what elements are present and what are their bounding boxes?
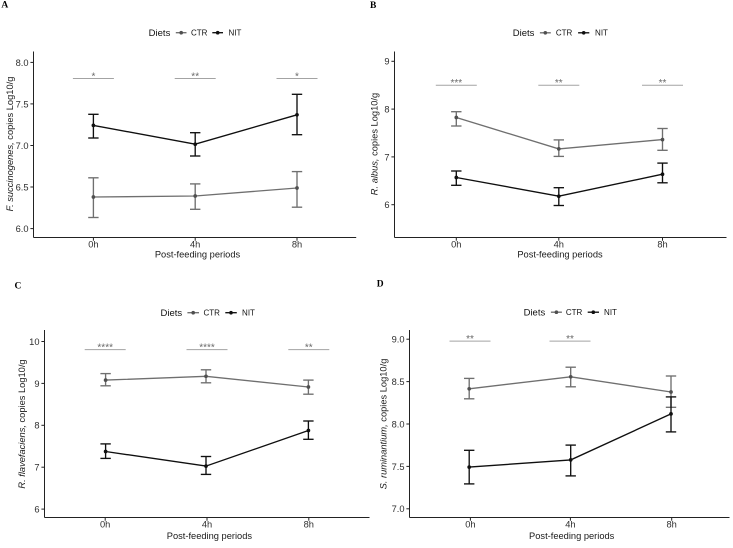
svg-text:6: 6 [384,200,389,210]
svg-text:8.0: 8.0 [16,58,29,68]
svg-text:Post-feeding periods: Post-feeding periods [529,531,615,541]
svg-text:9: 9 [34,379,39,389]
svg-text:6.5: 6.5 [16,182,29,192]
svg-text:CTR: CTR [203,309,220,318]
svg-text:A: A [1,1,8,11]
svg-text:4h: 4h [554,240,564,250]
svg-text:NIT: NIT [229,29,242,38]
svg-text:0h: 0h [451,240,461,250]
svg-text:6: 6 [34,505,39,515]
svg-text:7.0: 7.0 [16,141,29,151]
svg-text:**: ** [659,78,667,89]
svg-text:8.0: 8.0 [392,419,405,429]
svg-text:8h: 8h [292,240,302,250]
svg-text:*: * [91,71,95,82]
svg-text:**: ** [466,334,474,345]
svg-text:Post-feeding periods: Post-feeding periods [155,250,241,260]
svg-text:8.5: 8.5 [392,377,405,387]
svg-text:8h: 8h [304,520,314,530]
svg-text:7.5: 7.5 [16,99,29,109]
svg-text:CTR: CTR [191,29,208,38]
svg-text:4h: 4h [565,520,575,530]
svg-text:4h: 4h [202,520,212,530]
svg-text:8h: 8h [657,240,667,250]
svg-text:**: ** [555,78,563,89]
svg-text:**: ** [305,343,313,354]
svg-text:Post-feeding periods: Post-feeding periods [517,250,603,260]
svg-text:NIT: NIT [242,309,255,318]
svg-text:7: 7 [34,463,39,473]
svg-text:7: 7 [384,152,389,162]
svg-text:Diets: Diets [149,28,171,39]
svg-text:0h: 0h [88,240,98,250]
svg-text:****: **** [199,343,215,354]
svg-text:****: **** [97,343,113,354]
svg-text:8: 8 [34,421,39,431]
svg-text:10: 10 [29,337,39,347]
svg-text:7.5: 7.5 [392,462,405,472]
svg-text:Diets: Diets [160,308,182,319]
svg-text:S. ruminantium, copies Log10/g: S. ruminantium, copies Log10/g [379,359,389,490]
svg-text:B: B [370,1,377,11]
svg-text:6.0: 6.0 [16,224,29,234]
svg-text:7.0: 7.0 [392,504,405,514]
svg-text:CTR: CTR [556,29,573,38]
svg-text:C: C [15,281,22,291]
svg-text:R. flavefaciens, copies Log10/: R. flavefaciens, copies Log10/g [17,359,27,488]
svg-text:CTR: CTR [566,308,583,317]
svg-text:9: 9 [384,57,389,67]
svg-text:**: ** [191,71,199,82]
svg-text:R. albus, copies Log10/g: R. albus, copies Log10/g [370,93,380,195]
svg-text:***: *** [450,78,462,89]
svg-text:Diets: Diets [513,28,535,39]
svg-text:NIT: NIT [604,308,617,317]
svg-text:9.0: 9.0 [392,335,405,345]
svg-text:Post-feeding periods: Post-feeding periods [167,531,253,541]
svg-text:8: 8 [384,105,389,115]
svg-text:0h: 0h [100,520,110,530]
svg-text:NIT: NIT [595,29,608,38]
svg-text:0h: 0h [465,520,475,530]
svg-text:4h: 4h [190,240,200,250]
svg-text:F. succinogenes, copies Log10/: F. succinogenes, copies Log10/g [5,77,15,212]
svg-text:*: * [295,71,299,82]
svg-text:8h: 8h [667,520,677,530]
svg-text:Diets: Diets [524,307,546,318]
svg-text:**: ** [566,334,574,345]
svg-text:D: D [377,280,384,290]
